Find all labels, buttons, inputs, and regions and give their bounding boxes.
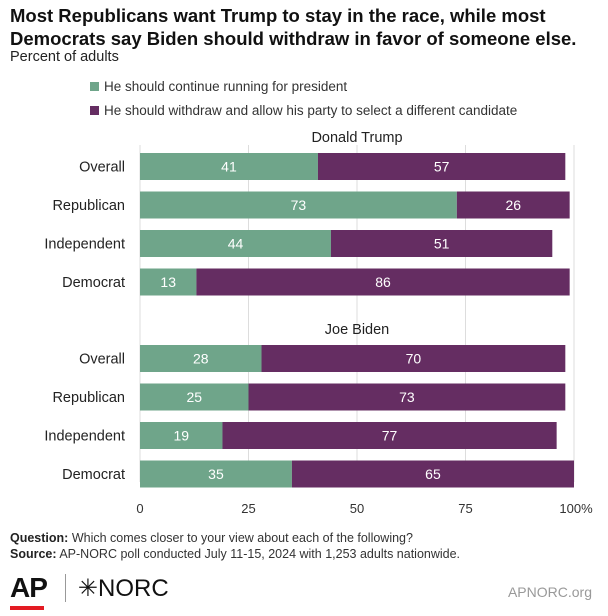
bar-value-label: 19	[173, 428, 189, 444]
legend-label-withdraw: He should withdraw and allow his party t…	[104, 102, 518, 118]
bar-value-label: 73	[399, 389, 415, 405]
bar-segment	[222, 422, 557, 449]
bar-segment	[140, 345, 262, 372]
footer-notes: Question: Which comes closer to your vie…	[10, 530, 460, 562]
bar-value-label: 41	[221, 159, 237, 175]
category-label: Democrat	[62, 467, 125, 483]
category-label: Independent	[44, 237, 125, 253]
bar-value-label: 70	[406, 351, 422, 367]
legend-label-continue: He should continue running for president	[104, 78, 348, 94]
category-label: Overall	[79, 160, 125, 176]
ap-logo: AP	[10, 572, 48, 610]
x-tick-label: 25	[241, 501, 255, 516]
group-title-1: Joe Biden	[325, 322, 390, 338]
bar-segment	[140, 268, 197, 296]
legend-swatch-withdraw	[90, 105, 99, 115]
question-note: Question: Which comes closer to your vie…	[10, 531, 413, 545]
bar-segment	[456, 191, 570, 219]
category-label: Independent	[44, 429, 125, 445]
bar-value-label: 86	[375, 274, 391, 290]
chart-subtitle: Percent of adults	[10, 49, 119, 65]
legend-swatch-continue	[90, 81, 99, 91]
chart-title: Most Republicans want Trump to stay in t…	[10, 5, 577, 49]
category-label: Republican	[52, 198, 125, 214]
bar-segment	[291, 460, 574, 488]
legend-item-withdraw: He should withdraw and allow his party t…	[90, 100, 517, 120]
bar-value-label: 77	[382, 428, 398, 444]
bar-segment	[140, 153, 318, 180]
x-tick-label: 0	[136, 501, 143, 516]
norc-logo: ✳NORC	[77, 574, 169, 602]
bar-segment	[261, 345, 566, 372]
x-tick-label: 100%	[559, 501, 593, 516]
bar-segment	[140, 230, 331, 257]
site-url: APNORC.org	[507, 584, 592, 600]
x-tick-label: 50	[350, 501, 364, 516]
logo-separator	[64, 574, 66, 602]
bar-value-label: 26	[505, 197, 521, 213]
bar-segment	[140, 191, 457, 219]
source-note: Source: AP-NORC poll conducted July 11-1…	[10, 547, 461, 561]
x-tick-label: 75	[458, 501, 472, 516]
bar-value-label: 51	[434, 236, 450, 252]
bar-value-label: 25	[186, 389, 202, 405]
bar-segment	[196, 268, 570, 296]
bar-segment	[140, 460, 292, 488]
legend-item-continue: He should continue running for president	[90, 76, 517, 96]
bar-value-label: 35	[208, 466, 224, 482]
bar-segment	[140, 422, 223, 449]
bar-value-label: 13	[160, 274, 176, 290]
category-label: Republican	[52, 390, 125, 406]
bar-value-label: 28	[193, 351, 209, 367]
bar-segment	[248, 383, 566, 411]
bar-value-label: 57	[434, 159, 450, 175]
logos: AP ✳NORC	[10, 568, 169, 610]
stacked-bar-chart: Donald Trump Overall 41 57 Republican 73 26 Ind…	[44, 130, 593, 516]
bar-value-label: 65	[425, 466, 441, 482]
bar-segment	[140, 383, 249, 411]
bar-segment	[317, 153, 566, 180]
bar-segment	[330, 230, 553, 257]
bar-value-label: 73	[291, 197, 307, 213]
bar-value-label: 44	[228, 236, 244, 252]
category-label: Democrat	[62, 275, 125, 291]
legend: He should continue running for president…	[90, 76, 517, 124]
group-title-0: Donald Trump	[311, 130, 402, 146]
category-label: Overall	[79, 352, 125, 368]
